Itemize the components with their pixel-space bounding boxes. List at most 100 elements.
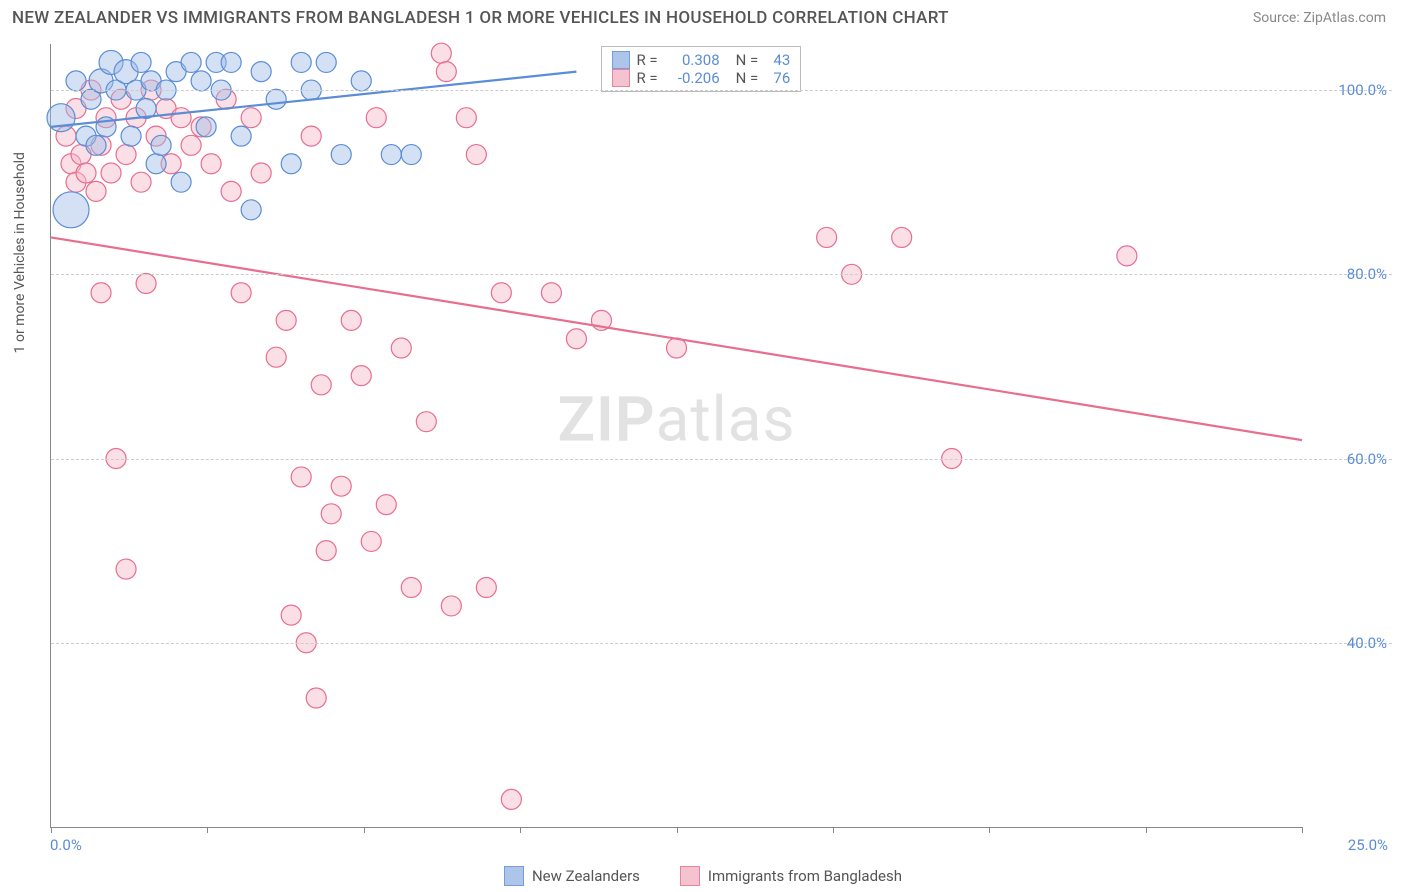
stat-r-label: R = <box>636 51 657 69</box>
data-point <box>351 71 371 91</box>
x-tick-mark <box>989 827 990 833</box>
data-point <box>541 283 561 303</box>
gridline-horizontal <box>51 90 1392 91</box>
data-point <box>221 52 241 72</box>
data-point <box>131 52 151 72</box>
data-point <box>391 338 411 358</box>
data-point <box>116 559 136 579</box>
data-point <box>171 108 191 128</box>
y-tick-label: 40.0% <box>1347 634 1387 652</box>
x-tick-mark <box>207 827 208 833</box>
stat-row: R = 0.308 N = 43 <box>612 51 790 69</box>
data-point <box>201 154 221 174</box>
stat-n-value: 76 <box>764 69 790 87</box>
legend-swatch-icon <box>612 51 630 69</box>
data-point <box>181 52 201 72</box>
data-point <box>291 467 311 487</box>
data-point <box>316 541 336 561</box>
stat-r-value: -0.206 <box>664 69 720 87</box>
x-tick-mark <box>1146 827 1147 833</box>
data-point <box>291 52 311 72</box>
legend-swatch-icon <box>612 69 630 87</box>
data-point <box>301 126 321 146</box>
data-point <box>151 135 171 155</box>
data-point <box>66 71 86 91</box>
y-tick-label: 100.0% <box>1338 81 1387 99</box>
stat-r-label: R = <box>636 69 657 87</box>
data-point <box>361 531 381 551</box>
data-point <box>376 495 396 515</box>
stat-n-label: N = <box>736 51 759 69</box>
x-tick-mark <box>677 827 678 833</box>
x-axis-max-label: 25.0% <box>1348 836 1388 854</box>
data-point <box>196 117 216 137</box>
data-point <box>231 126 251 146</box>
stat-row: R = -0.206 N = 76 <box>612 69 790 87</box>
data-point <box>181 135 201 155</box>
data-point <box>266 347 286 367</box>
chart-title: NEW ZEALANDER VS IMMIGRANTS FROM BANGLAD… <box>12 8 949 28</box>
x-tick-mark <box>520 827 521 833</box>
x-tick-mark <box>833 827 834 833</box>
data-point <box>441 596 461 616</box>
data-point <box>311 375 331 395</box>
data-point <box>241 200 261 220</box>
data-point <box>53 192 89 228</box>
gridline-horizontal <box>51 459 1392 460</box>
data-point <box>121 126 141 146</box>
x-tick-mark <box>364 827 365 833</box>
data-point <box>251 62 271 82</box>
y-tick-label: 80.0% <box>1347 265 1387 283</box>
data-point <box>892 227 912 247</box>
data-point <box>566 329 586 349</box>
data-point <box>466 145 486 165</box>
data-point <box>76 163 96 183</box>
data-point <box>501 789 521 809</box>
y-axis-title: 1 or more Vehicles in Household <box>12 152 28 353</box>
legend-swatch-icon <box>680 866 700 886</box>
correlation-stat-box: R = 0.308 N = 43 R = -0.206 N = 76 <box>601 46 801 92</box>
data-point <box>221 181 241 201</box>
data-point <box>817 227 837 247</box>
stat-n-label: N = <box>736 69 759 87</box>
data-point <box>116 145 136 165</box>
legend-item: New Zealanders <box>504 866 640 886</box>
data-point <box>431 43 451 63</box>
data-point <box>366 108 386 128</box>
data-point <box>86 135 106 155</box>
plot-area: ZIPatlas R =0.308N =43R =-0.206N =76 40.… <box>50 44 1302 828</box>
data-point <box>266 89 286 109</box>
x-axis-min-label: 0.0% <box>50 836 82 854</box>
data-point <box>191 71 211 91</box>
data-point <box>341 310 361 330</box>
data-point <box>91 283 111 303</box>
scatter-svg <box>51 44 1302 827</box>
legend-swatch-icon <box>504 866 524 886</box>
legend: New Zealanders Immigrants from Bangladesh <box>0 866 1406 886</box>
data-point <box>476 577 496 597</box>
data-point <box>436 62 456 82</box>
gridline-horizontal <box>51 643 1392 644</box>
data-point <box>276 310 296 330</box>
data-point <box>306 688 326 708</box>
trend-line <box>51 237 1302 440</box>
data-point <box>136 274 156 294</box>
stat-r-value: 0.308 <box>664 51 720 69</box>
legend-label: New Zealanders <box>532 867 640 885</box>
x-tick-mark <box>51 827 52 833</box>
legend-item: Immigrants from Bangladesh <box>680 866 902 886</box>
data-point <box>281 154 301 174</box>
data-point <box>331 145 351 165</box>
data-point <box>1117 246 1137 266</box>
data-point <box>351 366 371 386</box>
gridline-horizontal <box>51 274 1392 275</box>
data-point <box>241 108 261 128</box>
stat-n-value: 43 <box>764 51 790 69</box>
y-tick-label: 60.0% <box>1347 450 1387 468</box>
data-point <box>101 163 121 183</box>
source-label: Source: ZipAtlas.com <box>1253 10 1386 26</box>
x-tick-mark <box>1302 827 1303 833</box>
data-point <box>491 283 511 303</box>
chart-header: NEW ZEALANDER VS IMMIGRANTS FROM BANGLAD… <box>0 0 1406 32</box>
data-point <box>416 412 436 432</box>
